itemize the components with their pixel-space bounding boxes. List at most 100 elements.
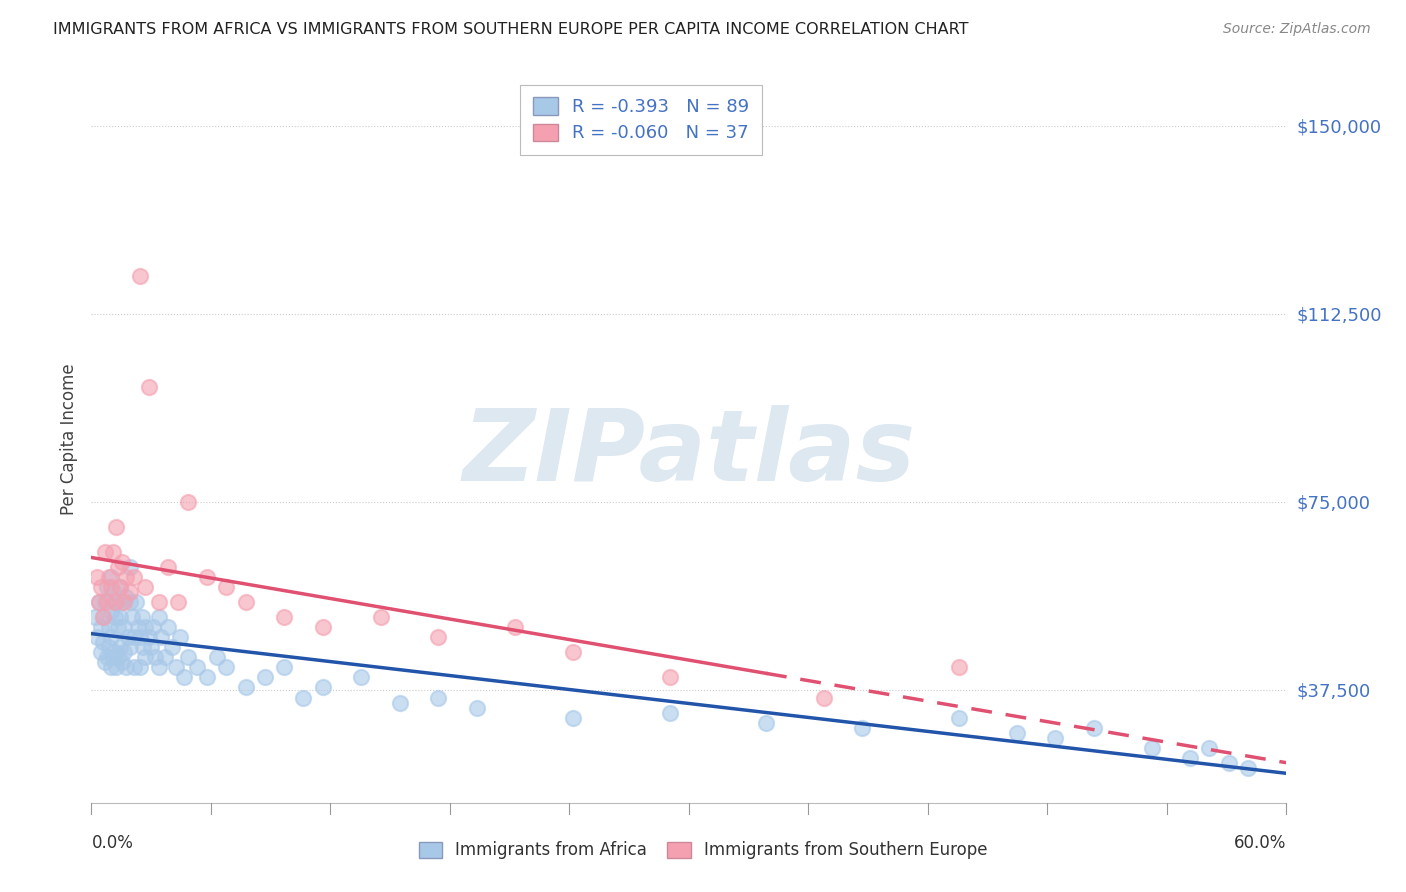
Point: [427, 631, 450, 645]
Point: [100, 570, 122, 584]
Point: [134, 620, 156, 634]
Point: [112, 620, 135, 634]
Point: [131, 610, 153, 624]
Point: [813, 690, 835, 705]
Point: [90, 620, 112, 634]
Point: [101, 650, 124, 665]
Point: [562, 710, 585, 724]
Point: [253, 670, 276, 684]
Point: [177, 650, 200, 665]
Point: [103, 645, 125, 659]
Point: [173, 670, 195, 684]
Point: [97, 640, 120, 655]
Point: [388, 696, 411, 710]
Point: [127, 620, 149, 634]
Point: [755, 715, 778, 730]
Point: [112, 645, 135, 659]
Point: [84, 610, 107, 624]
Point: [157, 620, 180, 634]
Point: [427, 690, 450, 705]
Point: [110, 580, 132, 594]
Point: [370, 610, 392, 624]
Point: [658, 670, 681, 684]
Point: [235, 681, 257, 695]
Point: [94, 595, 117, 609]
Point: [138, 631, 160, 645]
Point: [162, 640, 184, 655]
Point: [165, 660, 187, 674]
Point: [111, 656, 134, 670]
Point: [96, 580, 118, 594]
Point: [505, 620, 527, 634]
Point: [90, 645, 112, 659]
Point: [195, 570, 218, 584]
Point: [115, 660, 138, 674]
Point: [312, 681, 335, 695]
Point: [105, 595, 128, 609]
Point: [107, 620, 129, 634]
Point: [118, 595, 141, 609]
Point: [169, 631, 191, 645]
Text: IMMIGRANTS FROM AFRICA VS IMMIGRANTS FROM SOUTHERN EUROPE PER CAPITA INCOME CORR: IMMIGRANTS FROM AFRICA VS IMMIGRANTS FRO…: [53, 22, 969, 37]
Point: [128, 269, 150, 284]
Point: [117, 631, 139, 645]
Point: [273, 610, 295, 624]
Point: [125, 595, 148, 609]
Point: [103, 610, 125, 624]
Point: [118, 585, 141, 599]
Point: [121, 610, 143, 624]
Point: [96, 650, 118, 665]
Point: [157, 560, 180, 574]
Point: [97, 570, 120, 584]
Point: [148, 610, 170, 624]
Point: [128, 660, 150, 674]
Legend: Immigrants from Africa, Immigrants from Southern Europe: Immigrants from Africa, Immigrants from …: [411, 833, 995, 868]
Point: [177, 495, 200, 509]
Point: [110, 610, 132, 624]
Point: [101, 585, 124, 599]
Point: [142, 620, 165, 634]
Point: [96, 595, 118, 609]
Point: [292, 690, 315, 705]
Point: [118, 560, 141, 574]
Point: [350, 670, 373, 684]
Point: [1237, 761, 1260, 775]
Point: [128, 631, 150, 645]
Point: [948, 660, 970, 674]
Point: [1218, 756, 1240, 770]
Point: [195, 670, 218, 684]
Point: [112, 595, 135, 609]
Point: [141, 640, 162, 655]
Text: ZIPatlas: ZIPatlas: [463, 405, 915, 502]
Point: [86, 570, 108, 584]
Point: [107, 560, 129, 574]
Point: [1178, 750, 1201, 764]
Point: [149, 631, 172, 645]
Point: [215, 660, 238, 674]
Point: [91, 635, 114, 649]
Point: [122, 570, 145, 584]
Point: [273, 660, 295, 674]
Point: [143, 650, 166, 665]
Point: [103, 595, 125, 609]
Point: [148, 660, 170, 674]
Text: 0.0%: 0.0%: [91, 834, 134, 852]
Point: [215, 580, 238, 594]
Point: [100, 580, 122, 594]
Point: [105, 660, 128, 674]
Point: [101, 545, 124, 559]
Text: Source: ZipAtlas.com: Source: ZipAtlas.com: [1223, 22, 1371, 37]
Point: [948, 710, 970, 724]
Point: [205, 650, 228, 665]
Point: [153, 650, 176, 665]
Text: 60.0%: 60.0%: [1234, 834, 1286, 852]
Point: [94, 656, 117, 670]
Point: [122, 631, 145, 645]
Point: [658, 706, 681, 720]
Point: [100, 660, 122, 674]
Point: [105, 520, 128, 534]
Point: [132, 640, 155, 655]
Point: [111, 595, 134, 609]
Point: [235, 595, 257, 609]
Point: [1083, 721, 1105, 735]
